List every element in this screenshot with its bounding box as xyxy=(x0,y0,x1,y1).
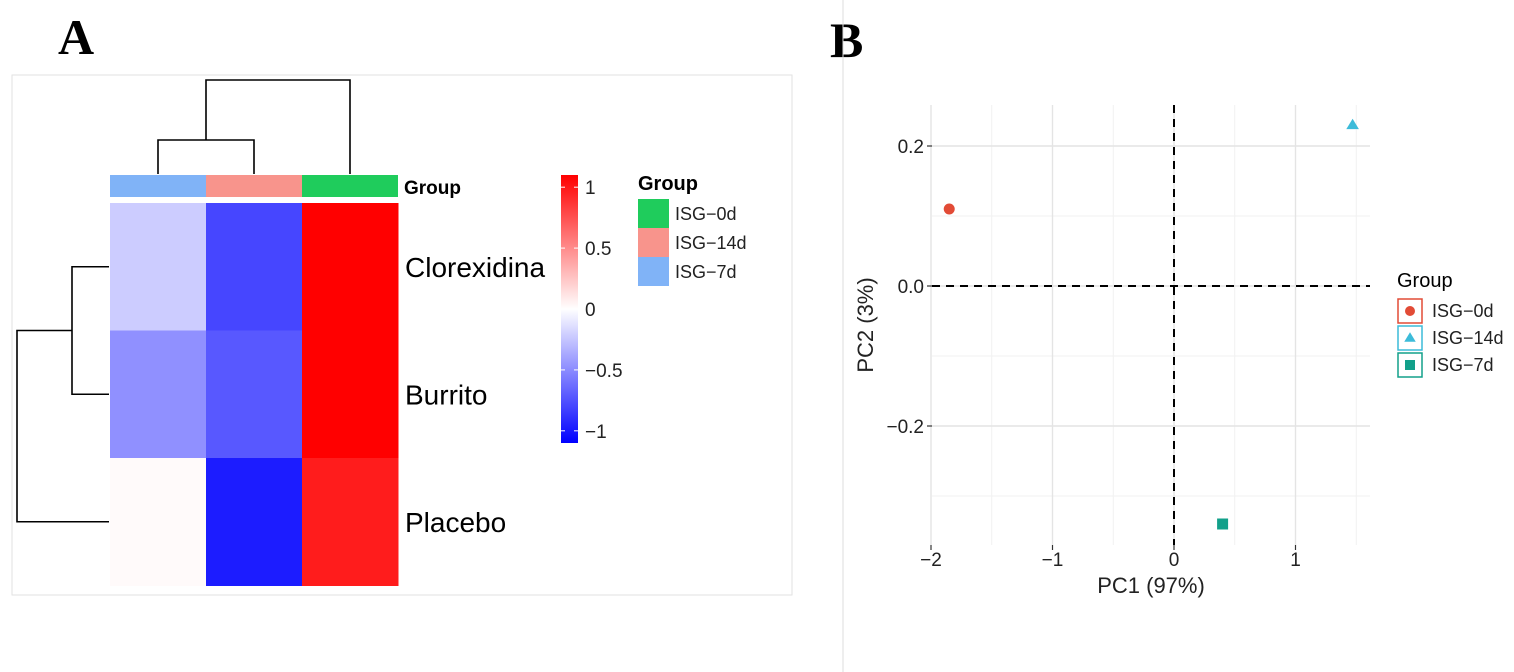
y-tick-label: −0.2 xyxy=(886,417,924,438)
dendrogram-branch xyxy=(71,265,109,396)
colorbar-tick-label: −0.5 xyxy=(585,361,623,382)
data-point xyxy=(1346,118,1359,130)
dendrogram-branch xyxy=(157,139,255,174)
heatmap-cells xyxy=(110,203,399,586)
heatmap-row-labels: Clorexidina Burrito Placebo xyxy=(405,252,545,538)
pca-x-axis-title: PC1 (97%) xyxy=(1097,573,1205,598)
legend-swatch xyxy=(638,199,669,228)
y-tick-label: 0.2 xyxy=(898,137,924,158)
heatmap-cell xyxy=(206,203,303,331)
legend-swatch xyxy=(638,257,669,286)
legend-key xyxy=(1397,352,1423,378)
annotation-cell xyxy=(302,175,398,197)
group-annotation-bar xyxy=(110,175,398,197)
pca-reference-lines xyxy=(932,105,1370,545)
heatmap-cell xyxy=(110,330,207,459)
column-dendrogram xyxy=(157,79,351,174)
heatmap-panel-frame xyxy=(11,74,793,596)
colorbar-tick-label: −1 xyxy=(585,422,607,443)
heatmap-cell xyxy=(110,458,207,586)
annotation-group-label: Group xyxy=(404,178,461,199)
data-point xyxy=(943,203,955,215)
legend-entry: ISG−0d xyxy=(1432,301,1494,321)
legend-marker xyxy=(1405,360,1415,370)
legend-entry: ISG−7d xyxy=(675,262,737,282)
x-tick-label: 0 xyxy=(1169,550,1180,571)
heatmap-legend-title: Group xyxy=(638,173,698,195)
x-tick-label: 1 xyxy=(1290,550,1301,571)
pca-points xyxy=(943,118,1359,530)
row-dendrogram xyxy=(16,265,109,523)
heatmap-legend: ISG−0d ISG−14d ISG−7d xyxy=(638,199,747,286)
heatmap-cell xyxy=(110,203,207,331)
heatmap-cell xyxy=(302,330,399,459)
pca-legend: ISG−0d ISG−14d ISG−7d xyxy=(1397,298,1504,378)
heatmap-cell xyxy=(206,330,303,459)
x-tick-label: −2 xyxy=(920,550,942,571)
heatmap-cell xyxy=(302,203,399,331)
annotation-cell xyxy=(206,175,302,197)
pca-legend-title: Group xyxy=(1397,270,1453,292)
data-point xyxy=(1217,518,1229,530)
legend-swatch xyxy=(638,228,669,257)
colorbar-tick-label: 1 xyxy=(585,178,596,199)
y-tick-label: 0.0 xyxy=(898,277,924,298)
colorbar xyxy=(561,175,578,443)
colorbar-tick-label: 0.5 xyxy=(585,239,611,260)
row-label: Burrito xyxy=(405,379,487,410)
x-tick-label: −1 xyxy=(1042,550,1064,571)
legend-entry: ISG−0d xyxy=(675,204,737,224)
pca-x-ticks: −2 −1 0 1 xyxy=(920,545,1301,571)
legend-entry: ISG−7d xyxy=(1432,355,1494,375)
legend-entry: ISG−14d xyxy=(1432,328,1504,348)
pca-y-axis-title: PC2 (3%) xyxy=(853,277,878,372)
row-label: Placebo xyxy=(405,507,506,538)
annotation-cell xyxy=(110,175,206,197)
dendrogram-branch xyxy=(205,79,351,174)
colorbar-tick-label: 0 xyxy=(585,300,596,321)
legend-marker xyxy=(1405,306,1415,316)
legend-marker xyxy=(1404,332,1416,342)
dendrogram-branch xyxy=(16,329,109,523)
pca-y-ticks: 0.2 0.0 −0.2 xyxy=(886,137,932,438)
panel-b-label: B xyxy=(830,12,863,68)
panel-a-label: A xyxy=(58,9,94,65)
heatmap-cell xyxy=(206,458,303,586)
colorbar-ticks: 1 0.5 0 −0.5 −1 xyxy=(561,178,623,443)
legend-entry: ISG−14d xyxy=(675,233,747,253)
heatmap-cell xyxy=(302,458,399,586)
pca-grid xyxy=(930,105,1370,545)
row-label: Clorexidina xyxy=(405,252,545,283)
